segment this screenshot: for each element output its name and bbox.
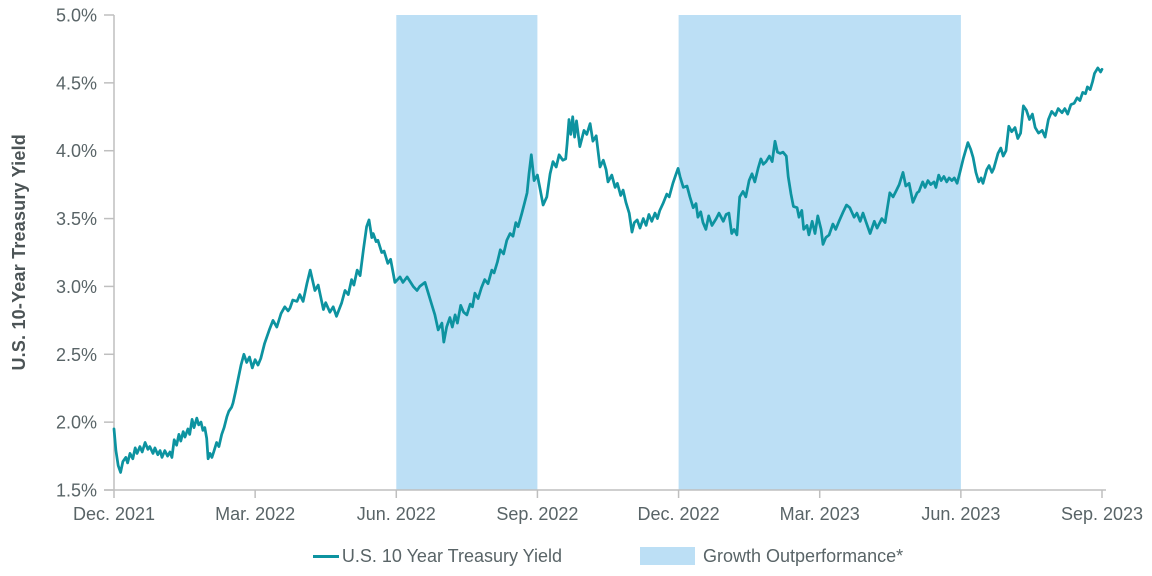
legend-label-treasury-yield: U.S. 10 Year Treasury Yield: [341, 545, 563, 566]
x-tick-label: Sep. 2022: [496, 504, 578, 524]
x-tick-label: Dec. 2022: [638, 504, 720, 524]
y-tick-label: 4.0%: [56, 141, 97, 161]
y-axis-tick-labels: 1.5% 2.0% 2.5% 3.0% 3.5% 4.0% 4.5% 5.0%: [56, 6, 97, 501]
y-tick-label: 3.0%: [56, 277, 97, 297]
treasury-yield-line: [112, 66, 1104, 474]
x-tick-label: Dec. 2021: [73, 504, 155, 524]
x-tick-label: Mar. 2023: [780, 504, 860, 524]
y-axis-title-text: U.S. 10-Year Treasury Yield: [8, 134, 29, 371]
y-axis-title: U.S. 10-Year Treasury Yield: [0, 15, 38, 490]
x-tick-label: Jun. 2023: [921, 504, 1000, 524]
y-tick-label: 1.5%: [56, 481, 97, 501]
y-tick-label: 2.5%: [56, 345, 97, 365]
legend-item-growth-outperformance: Growth Outperformance*: [640, 546, 903, 567]
chart-legend: U.S. 10 Year Treasury Yield Growth Outpe…: [114, 541, 1102, 571]
x-tick-label: Sep. 2023: [1061, 504, 1143, 524]
x-tick-label: Jun. 2022: [357, 504, 436, 524]
legend-item-treasury-yield: U.S. 10 Year Treasury Yield: [312, 545, 563, 567]
axes: [104, 14, 1106, 498]
growth-outperformance-band: [678, 15, 961, 490]
y-tick-label: 3.5%: [56, 209, 97, 229]
y-tick-label: 4.5%: [56, 73, 97, 93]
y-tick-label: 2.0%: [56, 413, 97, 433]
growth-outperformance-band: [396, 15, 538, 490]
growth-outperformance-bands: [396, 15, 961, 490]
band-swatch: [640, 547, 696, 565]
x-axis-tick-labels: Dec. 2021 Mar. 2022 Jun. 2022 Sep. 2022 Dec.…: [73, 504, 1143, 524]
x-tick-label: Mar. 2022: [215, 504, 295, 524]
legend-label-growth-outperformance: Growth Outperformance*: [703, 545, 904, 566]
line-series-swatch: [312, 554, 339, 558]
y-tick-label: 5.0%: [56, 6, 97, 26]
